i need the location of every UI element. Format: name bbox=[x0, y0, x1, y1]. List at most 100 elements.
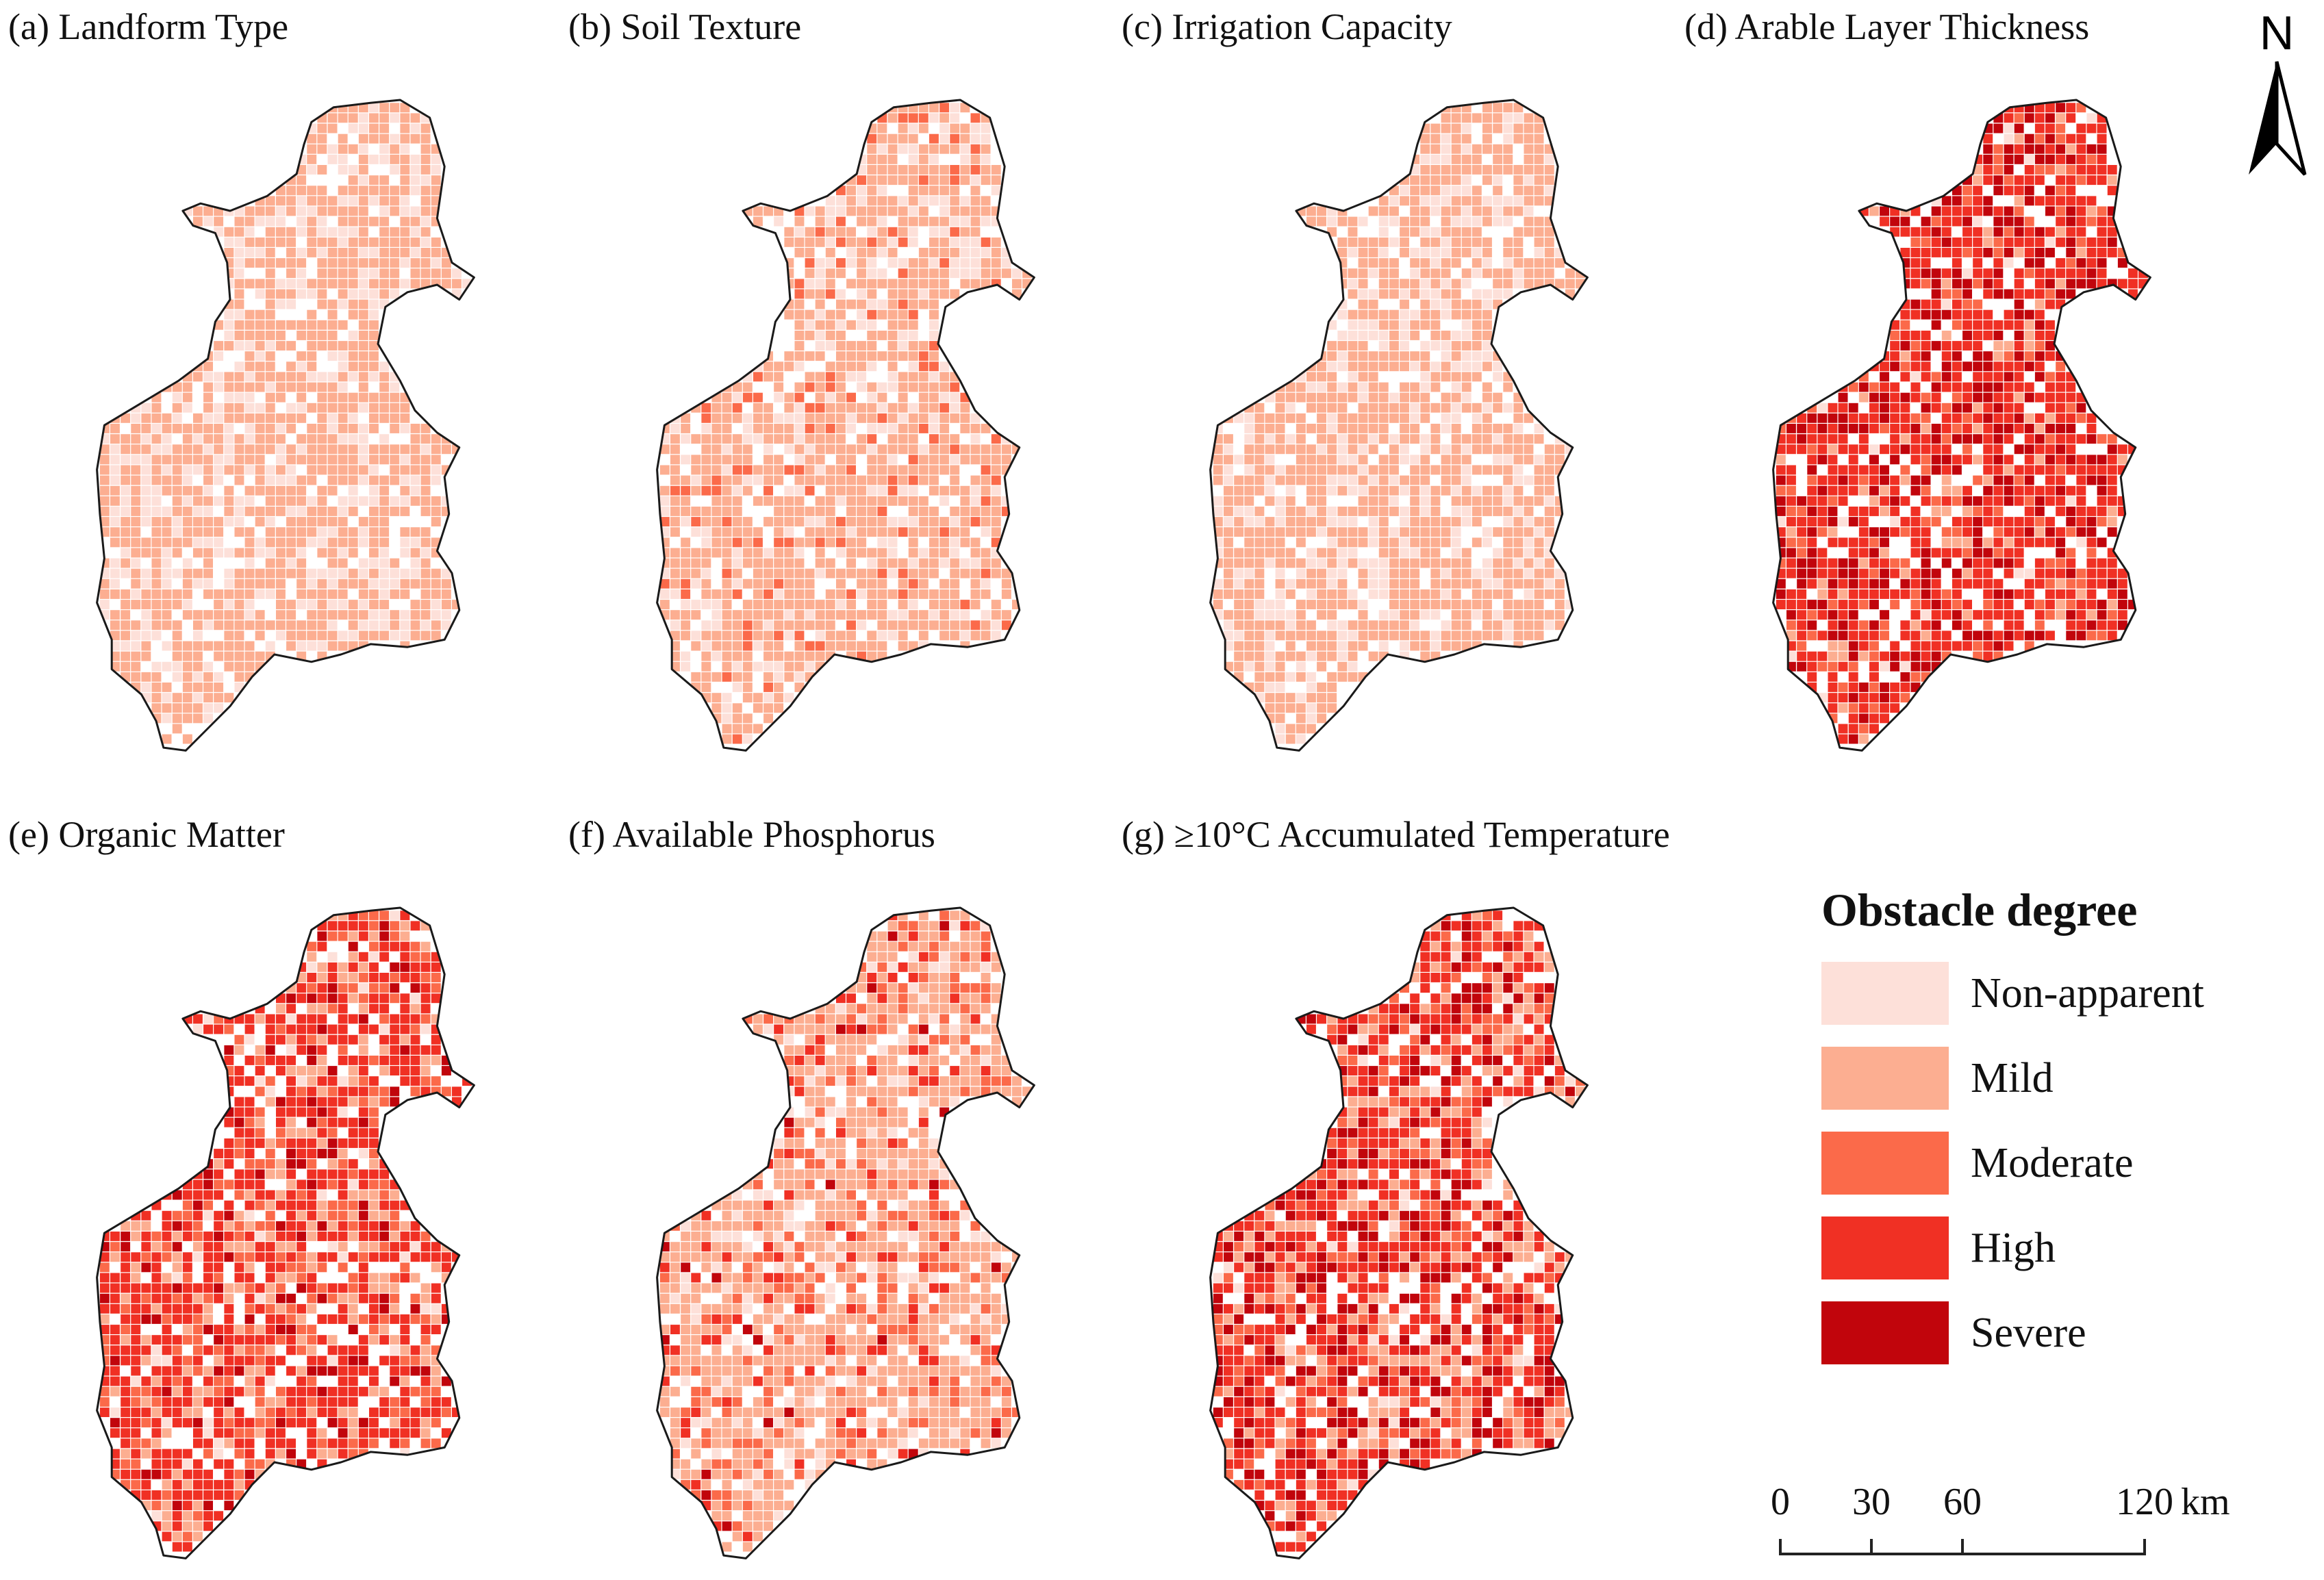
map-cell bbox=[877, 206, 887, 216]
map-cell bbox=[1358, 299, 1368, 309]
map-cell bbox=[99, 475, 110, 485]
map-cell bbox=[265, 341, 275, 351]
map-cell bbox=[296, 258, 307, 268]
map-cell bbox=[1275, 537, 1285, 548]
map-cell bbox=[265, 1014, 275, 1024]
map-cell bbox=[276, 289, 286, 299]
map-cell bbox=[898, 578, 908, 589]
map-cell bbox=[867, 413, 877, 423]
map-cell bbox=[1430, 424, 1441, 433]
map-cell bbox=[1296, 558, 1306, 568]
map-cell bbox=[742, 578, 753, 589]
map-cell bbox=[1828, 683, 1838, 692]
map-cell bbox=[1848, 703, 1858, 713]
map-cell bbox=[1890, 496, 1900, 506]
map-cell bbox=[2034, 320, 2045, 330]
map-cell bbox=[1869, 578, 1879, 589]
map-cell bbox=[390, 921, 400, 931]
map-cell bbox=[2024, 485, 2034, 496]
map-cell bbox=[2045, 206, 2055, 216]
map-cell bbox=[774, 361, 784, 372]
map-cell bbox=[1828, 641, 1838, 651]
map-cell bbox=[1317, 216, 1326, 227]
map-cell bbox=[1858, 527, 1869, 537]
map-cell bbox=[960, 620, 970, 630]
map-cell bbox=[887, 361, 898, 372]
map-cell bbox=[970, 568, 981, 578]
map-cell bbox=[1285, 403, 1296, 413]
map-cell bbox=[1931, 299, 1941, 309]
map-cell bbox=[711, 620, 722, 630]
map-cell bbox=[815, 279, 825, 289]
map-cell bbox=[390, 227, 400, 237]
map-cell bbox=[1482, 600, 1492, 609]
map-cell bbox=[857, 537, 867, 548]
map-cell bbox=[1952, 600, 1962, 609]
map-cell bbox=[265, 196, 275, 206]
map-cell bbox=[358, 465, 368, 475]
map-cell bbox=[420, 268, 431, 279]
map-cell bbox=[182, 485, 192, 496]
map-cell bbox=[753, 392, 763, 403]
map-cell bbox=[1296, 713, 1306, 724]
map-cell bbox=[369, 973, 379, 982]
map-cell bbox=[670, 630, 680, 641]
map-cell bbox=[722, 475, 732, 485]
map-cell bbox=[1265, 651, 1275, 661]
map-cell bbox=[327, 630, 338, 641]
map-cell bbox=[1493, 620, 1503, 630]
map-cell bbox=[99, 600, 110, 609]
map-cell bbox=[701, 651, 711, 661]
map-cell bbox=[950, 175, 960, 186]
map-cell bbox=[358, 600, 368, 609]
map-cell bbox=[296, 1024, 307, 1034]
map-cell bbox=[918, 103, 929, 113]
map-cell bbox=[338, 289, 348, 299]
map-cell bbox=[1234, 507, 1244, 516]
map-cell bbox=[203, 661, 213, 672]
map-cell bbox=[1420, 320, 1430, 330]
map-cell bbox=[1461, 186, 1472, 196]
map-cell bbox=[877, 403, 887, 413]
map-cell bbox=[390, 630, 400, 641]
map-cell bbox=[1534, 568, 1544, 578]
map-cell bbox=[1389, 413, 1399, 423]
map-cell bbox=[1451, 496, 1461, 506]
map-cell bbox=[1910, 455, 1921, 465]
map-cell bbox=[1534, 620, 1544, 630]
map-cell bbox=[970, 237, 981, 247]
map-cell bbox=[1848, 713, 1858, 724]
map-cell bbox=[182, 651, 192, 661]
map-cell bbox=[960, 237, 970, 247]
map-cell bbox=[2097, 537, 2107, 548]
map-cell bbox=[1244, 630, 1254, 641]
map-cell bbox=[1348, 630, 1358, 641]
map-cell bbox=[1234, 413, 1244, 423]
map-cell bbox=[1817, 548, 1828, 558]
map-cell bbox=[1952, 279, 1962, 289]
map-cell bbox=[1554, 620, 1565, 630]
map-cell bbox=[1983, 517, 1993, 526]
map-cell bbox=[379, 268, 390, 279]
map-cell bbox=[659, 517, 670, 526]
map-cell bbox=[431, 507, 441, 516]
map-cell bbox=[659, 578, 670, 589]
map-cell bbox=[358, 403, 368, 413]
map-cell bbox=[2056, 548, 2066, 558]
map-cell bbox=[1962, 413, 1972, 423]
map-cell bbox=[338, 1034, 348, 1045]
map-cell bbox=[1524, 455, 1534, 465]
map-cell bbox=[1234, 517, 1244, 526]
map-cell bbox=[1983, 600, 1993, 609]
map-cell bbox=[867, 507, 877, 516]
map-cell bbox=[2034, 517, 2045, 526]
map-cell bbox=[877, 144, 887, 154]
map-cell bbox=[400, 465, 410, 475]
map-cell bbox=[877, 123, 887, 133]
map-cell bbox=[1828, 610, 1838, 620]
map-cell bbox=[400, 921, 410, 931]
map-cell bbox=[1983, 361, 1993, 372]
map-cell bbox=[369, 537, 379, 548]
map-cell bbox=[420, 175, 431, 186]
map-cell bbox=[1337, 475, 1348, 485]
